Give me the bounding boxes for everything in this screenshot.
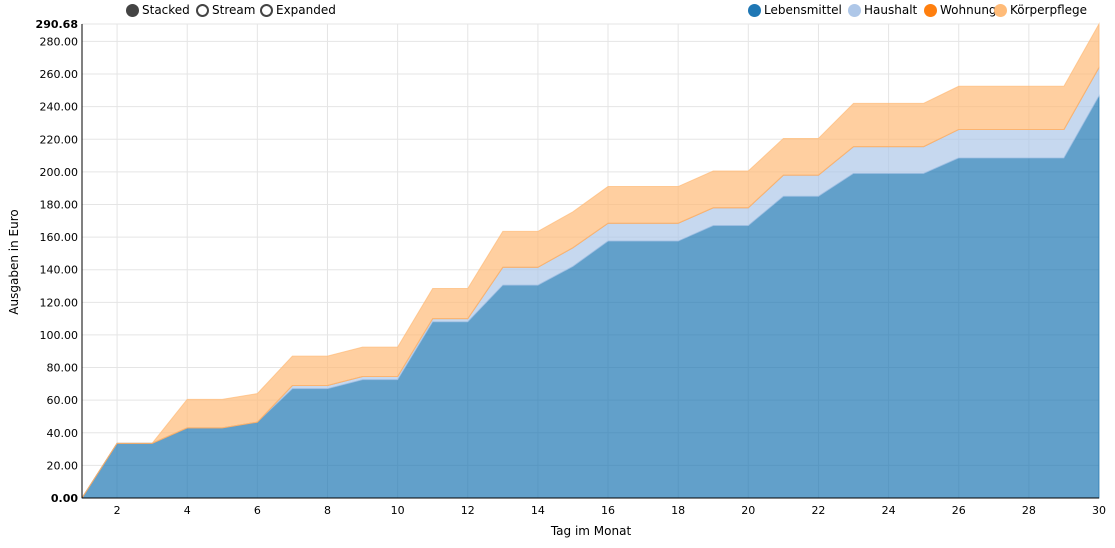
y-tick-label: 140.00 bbox=[40, 264, 79, 277]
stacked-toggle[interactable]: Stacked bbox=[126, 2, 190, 18]
y-min-label: 0.00 bbox=[51, 492, 78, 505]
y-axis-label: Ausgaben in Euro bbox=[7, 209, 21, 314]
y-tick-label: 160.00 bbox=[40, 231, 79, 244]
y-max-label: 290.68 bbox=[36, 18, 78, 31]
x-tick-label: 4 bbox=[184, 504, 191, 517]
legend-label: Wohnung bbox=[940, 3, 997, 17]
y-tick-label: 80.00 bbox=[47, 362, 79, 375]
x-tick-label: 18 bbox=[671, 504, 685, 517]
y-tick-label: 20.00 bbox=[47, 459, 79, 472]
x-tick-label: 14 bbox=[531, 504, 545, 517]
radio-unselected-icon bbox=[260, 3, 273, 17]
legend-label: Körperpflege bbox=[1010, 3, 1088, 17]
x-tick-label: 16 bbox=[601, 504, 615, 517]
y-tick-label: 200.00 bbox=[40, 166, 79, 179]
expanded-toggle[interactable]: Expanded bbox=[260, 2, 336, 18]
area-series bbox=[81, 22, 1100, 499]
axes: 20.0040.0060.0080.00100.00120.00140.0016… bbox=[36, 18, 1106, 517]
legend-item-lebensmittel[interactable]: Lebensmittel bbox=[748, 2, 842, 18]
x-tick-label: 8 bbox=[324, 504, 331, 517]
radio-unselected-icon bbox=[196, 3, 209, 17]
stream-toggle[interactable]: Stream bbox=[196, 2, 255, 18]
legend-item-koerperpflege[interactable]: Körperpflege bbox=[994, 2, 1087, 18]
x-tick-label: 24 bbox=[882, 504, 896, 517]
x-tick-label: 10 bbox=[391, 504, 405, 517]
area-k-rperpflege bbox=[81, 22, 1100, 499]
y-tick-label: 280.00 bbox=[40, 35, 79, 48]
stacked-label: Stacked bbox=[142, 3, 190, 17]
x-tick-label: 12 bbox=[461, 504, 475, 517]
legend-dot-icon bbox=[848, 3, 861, 17]
y-tick-label: 240.00 bbox=[40, 101, 79, 114]
y-tick-label: 180.00 bbox=[40, 198, 79, 211]
legend-dot-icon bbox=[924, 3, 937, 17]
y-tick-label: 100.00 bbox=[40, 329, 79, 342]
y-tick-label: 40.00 bbox=[47, 427, 79, 440]
x-tick-label: 2 bbox=[114, 504, 121, 517]
x-axis-label: Tag im Monat bbox=[550, 524, 632, 538]
stream-label: Stream bbox=[212, 3, 256, 17]
x-tick-label: 6 bbox=[254, 504, 261, 517]
radio-selected-icon bbox=[126, 3, 139, 17]
legend-item-haushalt[interactable]: Haushalt bbox=[848, 2, 917, 18]
x-tick-label: 22 bbox=[811, 504, 825, 517]
y-tick-label: 260.00 bbox=[40, 68, 79, 81]
legend-label: Lebensmittel bbox=[764, 3, 842, 17]
x-tick-label: 28 bbox=[1022, 504, 1036, 517]
legend-dot-icon bbox=[748, 3, 761, 17]
legend-label: Haushalt bbox=[864, 3, 918, 17]
x-tick-label: 30 bbox=[1092, 504, 1106, 517]
x-tick-label: 20 bbox=[741, 504, 755, 517]
y-tick-label: 120.00 bbox=[40, 296, 79, 309]
legend-item-wohnung[interactable]: Wohnung bbox=[924, 2, 997, 18]
legend-dot-icon bbox=[994, 3, 1007, 17]
x-tick-label: 26 bbox=[952, 504, 966, 517]
y-tick-label: 60.00 bbox=[47, 394, 79, 407]
y-tick-label: 220.00 bbox=[40, 133, 79, 146]
expanded-label: Expanded bbox=[276, 3, 336, 17]
